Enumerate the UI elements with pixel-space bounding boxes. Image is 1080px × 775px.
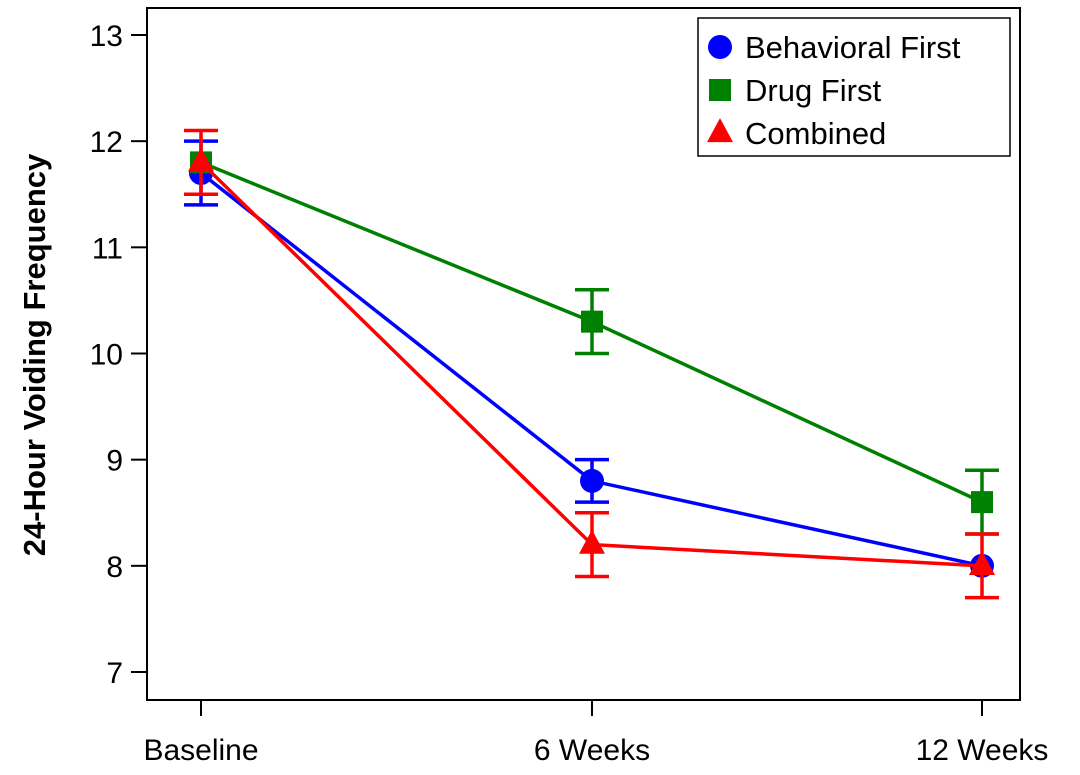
series-line [199, 161, 983, 568]
series-line [199, 171, 983, 568]
legend: Behavioral First Drug First Combined [697, 17, 1011, 157]
legend-label: Combined [745, 116, 886, 151]
y-tick-label: 13 [90, 20, 123, 53]
legend-label: Drug First [745, 73, 881, 108]
y-tick-label: 8 [106, 551, 123, 584]
data-point [971, 491, 993, 514]
legend-items: Behavioral First Drug First Combined [707, 30, 961, 151]
legend-label: Behavioral First [745, 30, 961, 65]
x-tick-label: 12 Weeks [916, 734, 1049, 767]
series-layer [184, 128, 999, 600]
series-combined [184, 128, 999, 600]
y-tick-label: 11 [92, 232, 123, 265]
data-point [581, 310, 603, 333]
data-point [969, 550, 995, 575]
data-point [188, 147, 214, 172]
y-tick-label: 10 [90, 339, 123, 372]
legend-item-behavioral-first: Behavioral First [708, 30, 961, 65]
x-tick-label: Baseline [143, 734, 258, 767]
y-tick-label: 12 [90, 126, 123, 159]
y-axis: 7 8 9 10 11 12 13 [90, 20, 147, 690]
legend-marker [709, 79, 731, 101]
legend-marker [708, 35, 732, 59]
y-tick-label: 9 [106, 445, 123, 478]
y-axis-title: 24-Hour Voiding Frequency [17, 153, 52, 556]
legend-item-combined: Combined [707, 116, 886, 151]
legend-box [697, 17, 1011, 157]
data-point [579, 529, 605, 554]
x-tick-label: 6 Weeks [534, 734, 650, 767]
data-point [580, 468, 604, 493]
legend-item-drug-first: Drug First [709, 73, 881, 108]
legend-marker [707, 118, 733, 143]
x-axis: Baseline 6 Weeks 12 Weeks [143, 700, 1048, 767]
y-tick-label: 7 [106, 657, 123, 690]
